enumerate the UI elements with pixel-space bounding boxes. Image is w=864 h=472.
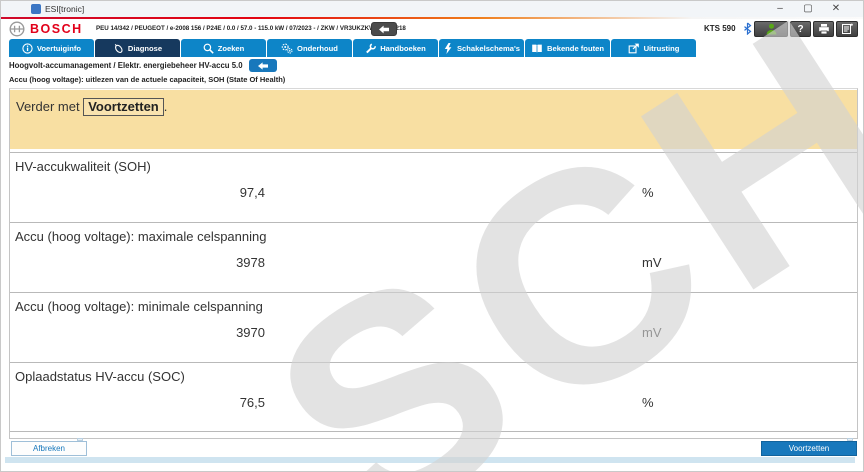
tab-handboeken[interactable]: Handboeken [353, 39, 438, 57]
tab-label: Uitrusting [643, 43, 680, 53]
notes-icon [841, 23, 853, 34]
tab-zoeken[interactable]: Zoeken [181, 39, 266, 57]
tab-label: Handboeken [380, 43, 426, 53]
tab-label: Onderhoud [297, 43, 338, 53]
search-icon [203, 43, 214, 54]
breadcrumb: Hoogvolt-accumanagement / Elektr. energi… [9, 61, 243, 70]
maximize-button[interactable]: ▢ [803, 3, 813, 14]
instruction-text: Verder met Voortzetten. [16, 98, 167, 116]
measurement-row: HV-accukwaliteit (SOH) 97,4 % [10, 152, 857, 222]
book-icon [531, 43, 543, 54]
tab-label: Bekende fouten [547, 43, 604, 53]
footer-strip [5, 457, 855, 463]
bosch-armature-icon [9, 21, 25, 42]
measurement-row: Accu (hoog voltage): maximale celspannin… [10, 222, 857, 292]
tab-voertuiginfo[interactable]: Voertuiginfo [9, 39, 94, 57]
main-tab-bar: Voertuiginfo Diagnose Zoeken Onderhoud H… [1, 39, 863, 57]
measurement-unit: mV [642, 255, 662, 270]
tab-label: Schakelschema's [456, 43, 521, 53]
tab-schakelschemas[interactable]: Schakelschema's [439, 39, 524, 57]
info-icon [22, 42, 33, 54]
measurement-unit: % [642, 185, 654, 200]
measurement-unit: % [642, 395, 654, 410]
close-button[interactable]: ✕ [831, 3, 841, 14]
tab-label: Voertuiginfo [36, 43, 82, 53]
tab-label: Diagnose [127, 43, 163, 53]
content-area: Verder met Voortzetten. HV-accukwaliteit… [9, 88, 858, 438]
back-arrow-icon [379, 25, 389, 33]
measurement-label: Accu (hoog voltage): minimale celspannin… [15, 299, 263, 314]
window-title: ESI[tronic] [45, 4, 85, 14]
tab-label: Zoeken [217, 43, 245, 53]
measurement-value: 76,5 [239, 395, 265, 410]
lightning-icon [443, 42, 453, 54]
back-arrow-icon [257, 61, 268, 70]
user-session-button[interactable] [754, 21, 788, 37]
measurement-value: 97,4 [239, 185, 265, 200]
test-step-subtitle: Accu (hoog voltage): uitlezen van de act… [9, 75, 286, 84]
continue-button[interactable]: Voortzetten [761, 441, 857, 456]
header-bar: BOSCH PEU 14/342 / PEUGEOT / e-2008 156 … [1, 19, 863, 42]
continue-button-notch [847, 438, 853, 441]
measurement-label: HV-accukwaliteit (SOH) [15, 159, 151, 174]
protocol-notes-button[interactable] [836, 21, 858, 37]
bosch-supergraphic [1, 17, 863, 19]
vehicle-info: PEU 14/342 / PEUGEOT / e-2008 156 / P24E… [96, 25, 406, 32]
diagnose-pod-icon [113, 43, 124, 54]
measurement-unit: mV [642, 325, 662, 340]
print-button[interactable] [813, 21, 834, 37]
tab-bekende-fouten[interactable]: Bekende fouten [525, 39, 610, 57]
measurement-label: Oplaadstatus HV-accu (SOC) [15, 369, 185, 384]
minimize-button[interactable]: – [777, 3, 783, 14]
help-button[interactable]: ? [790, 21, 811, 37]
cancel-button[interactable]: Afbreken [11, 441, 87, 456]
title-bar: ESI[tronic] – ▢ ✕ [1, 1, 863, 17]
measurement-label: Accu (hoog voltage): maximale celspannin… [15, 229, 267, 244]
tab-diagnose[interactable]: Diagnose [95, 39, 180, 57]
gears-icon [281, 43, 293, 54]
bosch-logo: BOSCH [30, 22, 83, 36]
measurement-row: Oplaadstatus HV-accu (SOC) 76,5 % [10, 362, 857, 432]
instruction-prefix: Verder met [16, 99, 84, 114]
voortzetten-inline-button[interactable]: Voortzetten [83, 98, 164, 116]
cancel-button-notch [77, 438, 83, 441]
wrench-icon [365, 42, 377, 54]
person-icon [766, 23, 776, 35]
instruction-suffix: . [163, 99, 168, 114]
printer-icon [818, 24, 829, 35]
breadcrumb-back-button[interactable] [248, 59, 277, 72]
kts-device-label: KTS 590 [704, 24, 736, 33]
measurement-value: 3978 [236, 255, 265, 270]
header-back-button[interactable] [371, 22, 397, 36]
footer-divider [9, 438, 858, 439]
bluetooth-icon [742, 22, 753, 40]
tab-uitrusting[interactable]: Uitrusting [611, 39, 696, 57]
instruction-banner: Verder met Voortzetten. [10, 90, 857, 149]
measurement-row: Accu (hoog voltage): minimale celspannin… [10, 292, 857, 362]
external-link-icon [628, 43, 640, 54]
breadcrumb-row: Hoogvolt-accumanagement / Elektr. energi… [9, 58, 277, 73]
measurement-value: 3970 [236, 325, 265, 340]
tab-onderhoud[interactable]: Onderhoud [267, 39, 352, 57]
app-icon [31, 4, 41, 14]
